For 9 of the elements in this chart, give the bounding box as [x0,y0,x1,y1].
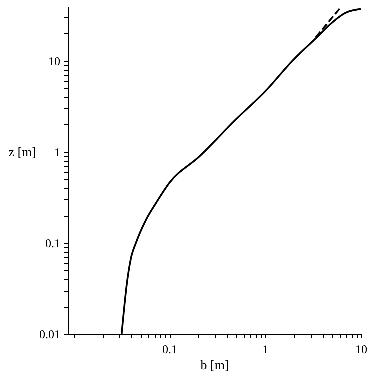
x-tick-label: 0.1 [162,342,178,356]
y-tick-label: 1 [54,145,60,160]
y-tick-label: 0.1 [46,236,60,250]
x-tick-label: 10 [356,342,368,356]
y-axis-title: z [m] [8,144,36,160]
x-axis-title: b [m] [200,358,230,372]
x-tick-label: 1 [262,342,269,356]
y-tick-label: 10 [48,54,60,68]
y-tick-label: 0.01 [40,328,60,342]
